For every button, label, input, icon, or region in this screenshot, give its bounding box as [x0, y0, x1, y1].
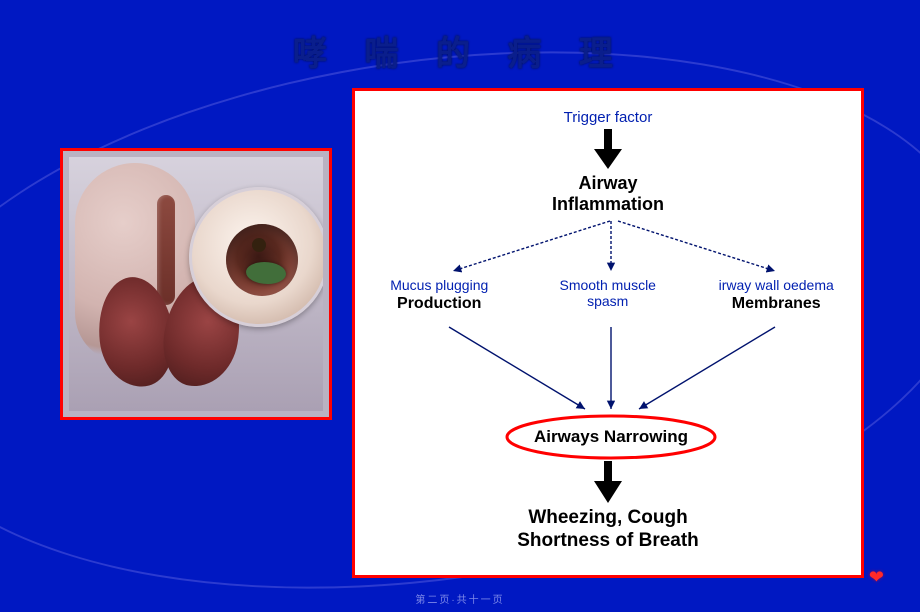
- inflam-l1: Airway: [578, 173, 637, 193]
- arrow-inflam-to-oedema: [613, 219, 783, 275]
- symptoms-l1: Wheezing, Cough: [528, 507, 687, 528]
- inflam-l2: Inflammation: [552, 194, 664, 214]
- airway-inset-circle: [189, 187, 323, 327]
- oedema-top: irway wall oedema: [698, 277, 854, 293]
- oedema-bottom: Membranes: [698, 295, 854, 313]
- lung-illustration: [69, 157, 323, 411]
- arrow-mucus-to-narrowing: [443, 323, 593, 415]
- airway-cross-section: [226, 224, 298, 296]
- spasm-l2: spasm: [587, 293, 628, 309]
- arrow-oedema-to-narrowing: [631, 323, 781, 415]
- arrow-spasm-to-narrowing: [603, 323, 619, 415]
- node-mucus: Mucus plugging Production: [355, 277, 523, 313]
- mucus-bottom: Production: [361, 295, 517, 313]
- node-spasm: Smooth muscle spasm: [523, 277, 691, 313]
- decorative-heart-icon: ❤: [869, 567, 884, 588]
- arrow-trigger-to-inflammation: [594, 129, 622, 169]
- mucus-top: Mucus plugging: [361, 277, 517, 293]
- spasm-l1: Smooth muscle: [559, 277, 655, 293]
- mucus-blob-small: [252, 238, 266, 252]
- node-trigger: Trigger factor: [355, 109, 861, 126]
- spasm-top: Smooth muscle spasm: [529, 277, 685, 309]
- mucus-plug: [246, 262, 286, 284]
- slide-title: 哮 喘 的 病 理: [0, 26, 920, 75]
- mechanism-row: Mucus plugging Production Smooth muscle …: [355, 277, 861, 313]
- lung-illustration-panel: [60, 148, 332, 420]
- node-symptoms: Wheezing, Cough Shortness of Breath: [355, 507, 861, 553]
- node-airways-narrowing: Airways Narrowing: [503, 413, 719, 461]
- narrowing-label: Airways Narrowing: [534, 427, 688, 447]
- trachea: [157, 195, 175, 305]
- arrow-inflam-to-mucus: [445, 219, 615, 275]
- node-airway-inflammation: Airway Inflammation: [355, 173, 861, 214]
- slide-footer: 第二页·共十一页: [0, 591, 920, 606]
- arrow-narrowing-to-symptoms: [594, 461, 622, 503]
- node-oedema: irway wall oedema Membranes: [692, 277, 860, 313]
- pathology-flowchart: Trigger factor Airway Inflammation Mucus…: [352, 88, 864, 578]
- symptoms-l2: Shortness of Breath: [517, 530, 699, 551]
